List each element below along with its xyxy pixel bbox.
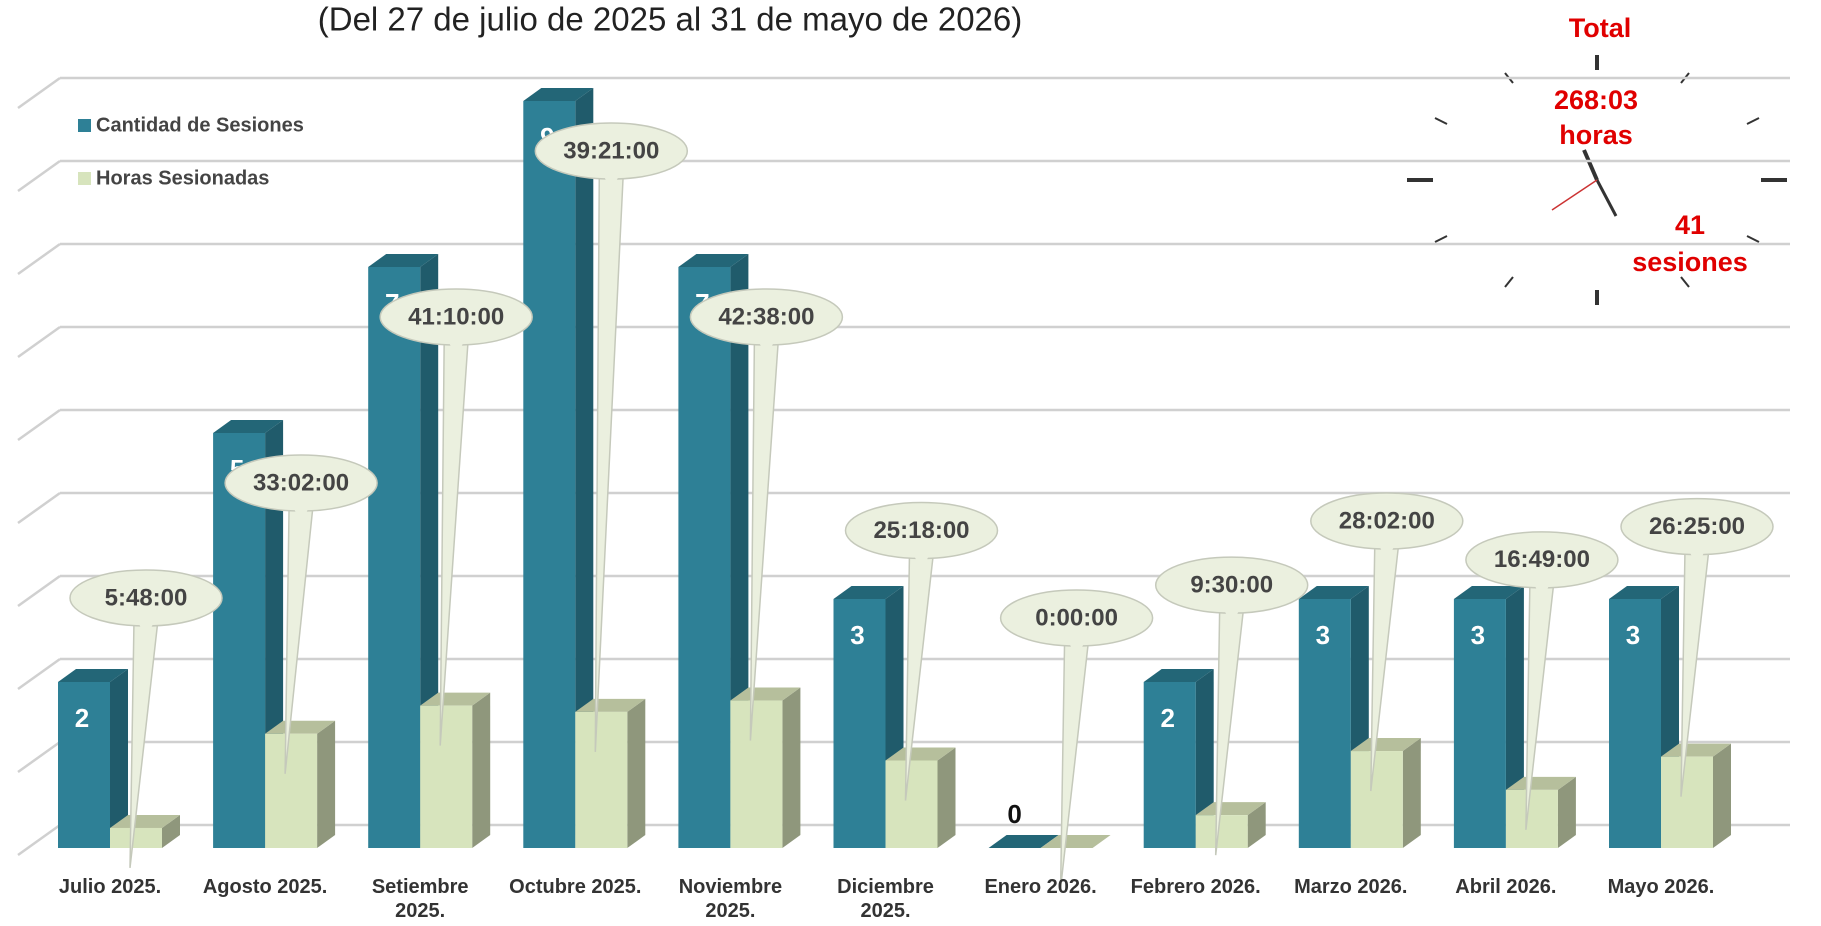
callout-pointer: [595, 173, 623, 752]
chart-title: (Del 27 de julio de 2025 al 31 de mayo d…: [318, 1, 1023, 38]
value-label: 3: [1471, 620, 1485, 650]
bar-side: [1403, 738, 1421, 848]
chart: (Del 27 de julio de 2025 al 31 de mayo d…: [0, 0, 1821, 926]
bar-3d: [1506, 777, 1576, 848]
annotation: 268:03: [1554, 85, 1638, 115]
x-tick-label: Octubre 2025.: [505, 875, 645, 899]
bar: [678, 267, 730, 848]
bar: [730, 701, 782, 848]
bar-3d: [58, 669, 128, 848]
bar: [575, 712, 627, 848]
bar: [1661, 757, 1713, 848]
value-label: 2: [75, 703, 89, 733]
x-tick-label: Diciembre 2025.: [816, 875, 956, 923]
x-tick-label: Julio 2025.: [40, 875, 180, 899]
legend-swatch: [78, 172, 91, 185]
x-tick-label: Noviembre 2025.: [660, 875, 800, 923]
clock-hand: [1597, 180, 1616, 216]
x-tick-label: Mayo 2026.: [1591, 875, 1731, 899]
bar-side: [627, 699, 645, 848]
grid-line-side: [18, 825, 60, 855]
grid-line-side: [18, 78, 60, 108]
grid-line-side: [18, 327, 60, 357]
grid-line-side: [18, 161, 60, 191]
x-tick-label: Febrero 2026.: [1126, 875, 1266, 899]
grid-line-side: [18, 244, 60, 274]
callout-pointer: [750, 339, 778, 741]
clock-tick: [1435, 236, 1447, 242]
clock-tick: [1681, 277, 1689, 287]
value-label: 3: [1626, 620, 1640, 650]
value-label: 16:49:00: [1494, 546, 1590, 573]
bar-3d: [1196, 802, 1266, 848]
value-label: 3: [1316, 620, 1330, 650]
bar-3d: [575, 699, 645, 848]
bar-3d: [886, 748, 956, 848]
page: (Del 27 de julio de 2025 al 31 de mayo d…: [0, 0, 1821, 926]
value-label: 25:18:00: [873, 517, 969, 544]
bar-side: [782, 688, 800, 848]
clock-tick: [1747, 236, 1759, 242]
bar-3d: [1661, 744, 1731, 848]
x-tick-label: Marzo 2026.: [1281, 875, 1421, 899]
bar: [420, 706, 472, 848]
bar: [1196, 815, 1248, 848]
x-tick-label: Agosto 2025.: [195, 875, 335, 899]
annotation: Total: [1569, 13, 1632, 43]
value-label: 41:10:00: [408, 303, 504, 330]
bar-3d: [265, 721, 335, 848]
annotation: 41: [1675, 210, 1705, 240]
legend: Cantidad de Sesiones Horas Sesionadas: [78, 114, 304, 189]
bar-side: [317, 721, 335, 848]
value-label: 39:21:00: [563, 137, 659, 164]
bar: [886, 761, 938, 848]
value-label: 5:48:00: [105, 584, 188, 611]
bar-3d: [1351, 738, 1421, 848]
value-label: 0:00:00: [1035, 604, 1118, 631]
value-label: 2: [1160, 703, 1174, 733]
bar: [1351, 751, 1403, 848]
x-tick-label: Abril 2026.: [1436, 875, 1576, 899]
grid-line-side: [18, 410, 60, 440]
grid-line-side: [18, 742, 60, 772]
bar: [110, 828, 162, 848]
legend-label: Cantidad de Sesiones: [96, 114, 304, 136]
value-label: 42:38:00: [718, 303, 814, 330]
grid-line-side: [18, 493, 60, 523]
legend-label: Horas Sesionadas: [96, 167, 269, 189]
grid-line-side: [18, 659, 60, 689]
bar-side: [938, 748, 956, 848]
clock-tick: [1747, 118, 1759, 124]
bar-side: [472, 693, 490, 848]
bar-3d: [420, 693, 490, 848]
clock-tick: [1505, 277, 1513, 287]
value-label: 3: [850, 620, 864, 650]
value-label: 28:02:00: [1339, 507, 1435, 534]
value-label: 0: [1007, 799, 1021, 829]
value-label: 33:02:00: [253, 469, 349, 496]
value-label: 26:25:00: [1649, 513, 1745, 540]
bar: [368, 267, 420, 848]
bar: [265, 734, 317, 848]
clock-hand: [1552, 180, 1597, 210]
bar: [1506, 790, 1558, 848]
bar-side: [1713, 744, 1731, 848]
value-label: 9:30:00: [1190, 571, 1273, 598]
legend-swatch: [78, 119, 91, 132]
grid-line-side: [18, 576, 60, 606]
annotation: horas: [1559, 120, 1633, 150]
bar-3d: [730, 688, 800, 848]
callout-pointer: [440, 339, 468, 746]
callout-pointer: [1061, 640, 1089, 888]
clock-tick: [1435, 118, 1447, 124]
bar: [523, 101, 575, 848]
annotation: sesiones: [1632, 247, 1748, 277]
x-tick-label: Enero 2026.: [971, 875, 1111, 899]
clock-hand: [1584, 150, 1597, 180]
x-tick-label: Setiembre 2025.: [350, 875, 490, 923]
